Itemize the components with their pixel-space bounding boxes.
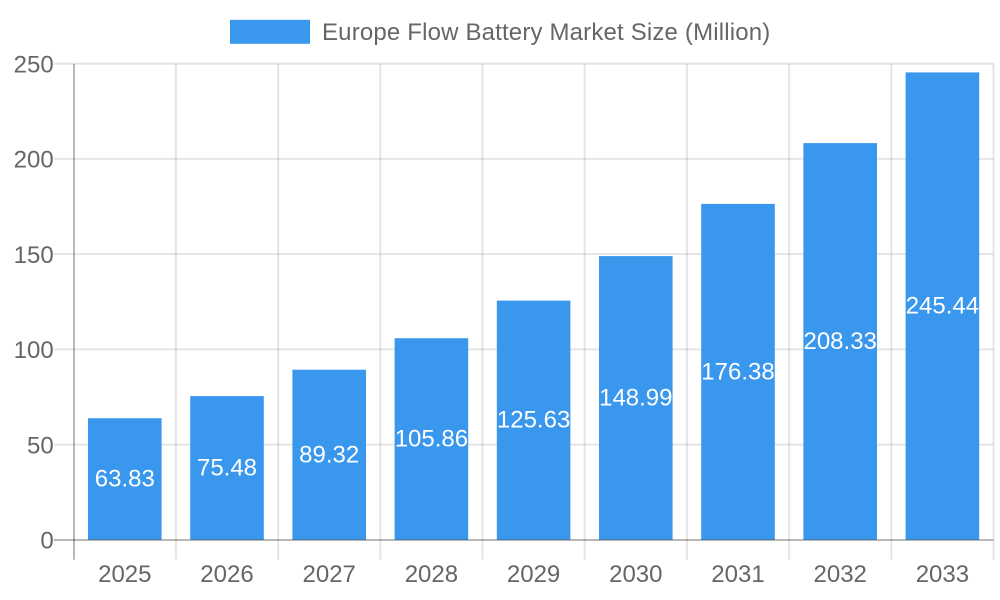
svg-text:2028: 2028 [405,561,458,588]
svg-text:105.86: 105.86 [395,426,468,453]
svg-text:208.33: 208.33 [803,328,876,355]
svg-text:Europe Flow Battery Market Siz: Europe Flow Battery Market Size (Million… [322,19,770,46]
svg-text:2031: 2031 [711,561,764,588]
svg-text:245.44: 245.44 [906,293,979,320]
svg-text:150: 150 [14,242,54,269]
svg-text:0: 0 [40,528,53,555]
svg-text:2033: 2033 [916,561,969,588]
svg-text:2025: 2025 [98,561,151,588]
svg-text:89.32: 89.32 [299,441,359,468]
svg-text:2027: 2027 [303,561,356,588]
svg-text:100: 100 [14,337,54,364]
svg-text:75.48: 75.48 [197,455,257,482]
svg-text:148.99: 148.99 [599,385,672,412]
svg-text:63.83: 63.83 [95,466,155,493]
svg-text:2026: 2026 [200,561,253,588]
svg-text:125.63: 125.63 [497,407,570,434]
svg-text:176.38: 176.38 [701,358,774,385]
svg-text:2032: 2032 [814,561,867,588]
svg-text:250: 250 [14,51,54,78]
svg-text:50: 50 [27,432,54,459]
svg-text:2030: 2030 [609,561,662,588]
svg-text:200: 200 [14,147,54,174]
svg-text:2029: 2029 [507,561,560,588]
